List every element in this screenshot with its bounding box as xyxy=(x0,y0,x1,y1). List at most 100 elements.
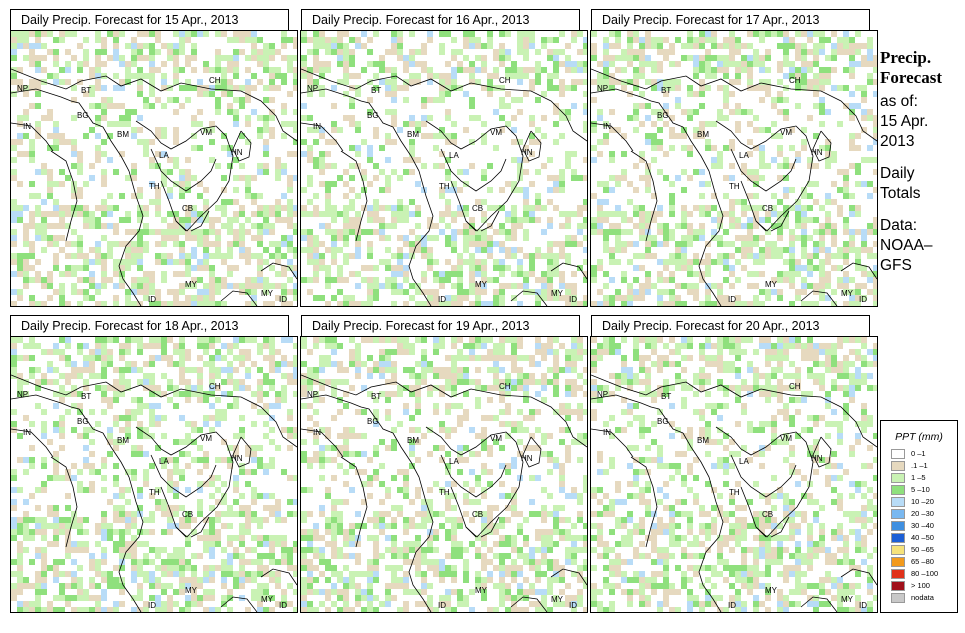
country-label: VM xyxy=(200,128,212,137)
border-line xyxy=(591,374,877,448)
country-label: BT xyxy=(661,392,671,401)
map-canvas: NP BT BG IN BM CH VM HN LA TH CB MY ID MY ID xyxy=(11,337,297,612)
country-label: ID xyxy=(148,295,156,304)
country-label: TH xyxy=(149,488,160,497)
country-label: IN xyxy=(313,428,321,437)
border-line xyxy=(50,150,78,242)
country-label: BM xyxy=(117,436,129,445)
border-line xyxy=(190,210,210,232)
border-line xyxy=(591,122,634,152)
precip-field xyxy=(591,31,877,306)
country-label: BM xyxy=(407,436,419,445)
border-line xyxy=(591,88,684,128)
border-line xyxy=(812,436,832,468)
country-label: TH xyxy=(149,182,160,191)
legend-swatch xyxy=(891,449,905,459)
country-label: BT xyxy=(371,392,381,401)
legend-item: 40 –50 xyxy=(891,533,934,543)
country-label: MY xyxy=(765,586,778,595)
country-label: BM xyxy=(697,436,709,445)
border-line xyxy=(135,120,234,232)
country-label: TH xyxy=(439,182,450,191)
border-line xyxy=(102,126,144,306)
country-label: NP xyxy=(17,84,28,93)
data-source-label: Data: xyxy=(880,217,918,234)
panel-title-1: Daily Precip. Forecast for 15 Apr., 2013 xyxy=(10,9,289,31)
forecast-map-15-apr: NP BT BG IN BM CH VM HN LA TH CB MY ID MY ID xyxy=(10,30,298,307)
legend-item: 50 –65 xyxy=(891,545,934,555)
ppt-legend: PPT (mm) 0 –1 .1 –1 1 –5 5 –10 10 –20 20 –30 3… xyxy=(880,420,958,613)
panel-title-6: Daily Precip. Forecast for 20 Apr., 2013 xyxy=(591,315,870,337)
country-label: VM xyxy=(780,434,792,443)
legend-label: 5 –10 xyxy=(911,485,930,494)
precip-field xyxy=(591,337,877,612)
country-label: BT xyxy=(81,392,91,401)
legend-swatch xyxy=(891,569,905,579)
border-line xyxy=(150,148,217,192)
country-label: ID xyxy=(279,295,287,304)
country-label: ID xyxy=(148,601,156,610)
legend-swatch xyxy=(891,545,905,555)
country-label: CH xyxy=(209,382,221,391)
country-label: BM xyxy=(407,130,419,139)
legend-label: > 100 xyxy=(911,581,930,590)
border-line xyxy=(450,486,477,538)
country-label: TH xyxy=(729,182,740,191)
legend-swatch xyxy=(891,593,905,603)
legend-swatch xyxy=(891,533,905,543)
border-line xyxy=(730,148,797,192)
country-label: BG xyxy=(77,111,89,120)
border-line xyxy=(440,454,507,498)
map-canvas: NP BT BG IN BM CH VM HN LA TH CB MY ID MY ID xyxy=(11,31,297,306)
country-label: HN xyxy=(231,454,243,463)
map-canvas: NP BT BG IN BM CH VM HN LA TH CB MY ID MY ID xyxy=(301,337,587,612)
border-line xyxy=(301,88,394,128)
country-label: BM xyxy=(697,130,709,139)
border-line xyxy=(11,68,297,142)
border-line xyxy=(392,126,434,306)
legend-label: 30 –40 xyxy=(911,521,934,530)
legend-item: > 100 xyxy=(891,581,930,591)
border-line xyxy=(160,486,187,538)
country-label: ID xyxy=(728,295,736,304)
border-line xyxy=(301,428,344,458)
forecast-map-17-apr: NP BT BG IN BM CH VM HN LA TH CB MY ID MY ID xyxy=(590,30,878,307)
precip-field xyxy=(11,337,297,612)
country-label: BM xyxy=(117,130,129,139)
country-label: CH xyxy=(209,76,221,85)
country-label: IN xyxy=(23,122,31,131)
border-line xyxy=(740,486,767,538)
map-canvas: NP BT BG IN BM CH VM HN LA TH CB MY ID MY ID xyxy=(591,337,877,612)
border-line xyxy=(11,394,104,434)
legend-label: 20 –30 xyxy=(911,509,934,518)
map-canvas: NP BT BG IN BM CH VM HN LA TH CB MY ID MY ID xyxy=(301,31,587,306)
country-label: CB xyxy=(472,510,483,519)
country-label: CB xyxy=(762,204,773,213)
border-line xyxy=(480,516,500,538)
legend-item: 0 –1 xyxy=(891,449,926,459)
border-line xyxy=(450,180,477,232)
country-label: BT xyxy=(81,86,91,95)
country-label: HN xyxy=(811,148,823,157)
border-line xyxy=(550,568,587,586)
border-line xyxy=(522,436,542,468)
border-line xyxy=(770,516,790,538)
border-line xyxy=(740,180,767,232)
border-line xyxy=(301,374,587,448)
border-line xyxy=(11,374,297,448)
country-label: MY xyxy=(261,289,274,298)
border-line xyxy=(840,568,877,586)
border-line xyxy=(715,426,814,538)
border-line xyxy=(150,454,217,498)
country-label: HN xyxy=(521,148,533,157)
legend-label: 65 –80 xyxy=(911,557,934,566)
country-label: CB xyxy=(762,510,773,519)
country-label: VM xyxy=(490,434,502,443)
border-line xyxy=(340,456,368,548)
country-label: MY xyxy=(551,289,564,298)
forecast-map-16-apr: NP BT BG IN BM CH VM HN LA TH CB MY ID MY ID xyxy=(300,30,588,307)
country-label: TH xyxy=(439,488,450,497)
legend-swatch xyxy=(891,521,905,531)
totals-line-2: Totals xyxy=(880,185,921,202)
legend-label: 80 –100 xyxy=(911,569,939,578)
